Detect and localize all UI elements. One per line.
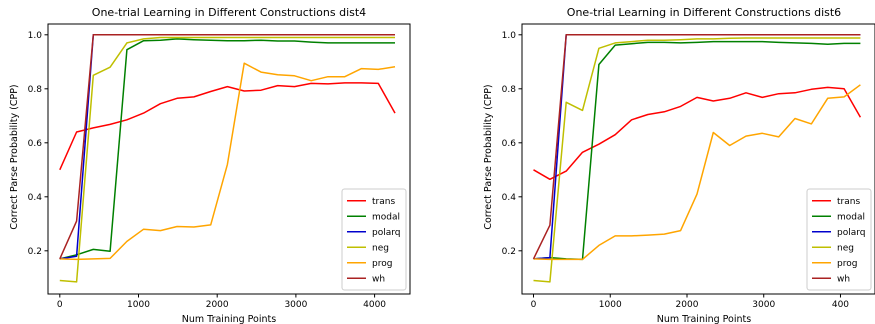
chart-title: One-trial Learning in Different Construc… [567, 6, 841, 19]
legend-box [341, 188, 407, 291]
x-tick-label: 2000 [206, 300, 229, 310]
x-tick-label: 4000 [363, 300, 386, 310]
legend-label-trans: trans [372, 197, 395, 207]
legend: trans modal polarq neg prog wh [806, 188, 872, 291]
plot-frame [47, 23, 411, 295]
legend-label-modal: modal [372, 212, 400, 222]
x-tick-label: 0 [57, 300, 63, 310]
x-tick-label: 400 [832, 300, 849, 310]
y-tick-label: 0.8 [28, 85, 43, 95]
x-tick-label: 3000 [284, 300, 307, 310]
chart-panel-dist4: One-trial Learning in Different Construc… [9, 6, 411, 324]
legend-label-neg: neg [372, 243, 389, 253]
legend-label-trans: trans [837, 197, 860, 207]
x-axis-label: Num Training Points [182, 314, 276, 324]
y-axis-label: Correct Parse Probability (CPP) [483, 84, 494, 229]
series-line-trans [59, 82, 396, 171]
series-line-trans [533, 86, 862, 181]
x-tick-label: 2000 [676, 300, 699, 310]
series-group [59, 34, 396, 283]
legend-label-polarq: polarq [837, 228, 866, 238]
y-tick-label: 0.4 [502, 193, 517, 203]
series-line-modal [59, 38, 395, 260]
y-tick-label: 0.4 [28, 193, 43, 203]
y-axis-label: Correct Parse Probability (CPP) [9, 84, 20, 229]
y-tick-label: 0.2 [502, 247, 516, 257]
chart-panel-dist6: One-trial Learning in Different Construc… [483, 6, 875, 324]
x-tick-label: 0 [531, 300, 537, 310]
x-axis-label: Num Training Points [657, 314, 751, 324]
chart-title: One-trial Learning in Different Construc… [92, 6, 366, 19]
y-tick-label: 0.6 [28, 139, 43, 149]
legend-label-prog: prog [372, 259, 392, 269]
legend-label-neg: neg [837, 243, 854, 253]
series-group [532, 34, 862, 283]
legend-label-wh: wh [372, 274, 385, 284]
legend-label-modal: modal [837, 212, 865, 222]
series-line-prog [533, 84, 861, 261]
legend-label-prog: prog [837, 259, 857, 269]
series-line-modal [533, 40, 861, 261]
plot-frame [521, 23, 875, 295]
y-tick-label: 0.8 [502, 85, 517, 95]
x-tick-label: 3000 [752, 300, 775, 310]
x-tick-label: 1000 [127, 300, 150, 310]
y-tick-label: 0.6 [502, 139, 517, 149]
legend: trans modal polarq neg prog wh [341, 188, 407, 291]
y-tick-label: 1.0 [28, 31, 43, 41]
series-line-wh [59, 34, 395, 260]
y-tick-label: 1.0 [502, 31, 517, 41]
legend-label-wh: wh [837, 274, 850, 284]
series-line-neg [533, 37, 861, 283]
legend-box [806, 188, 872, 291]
series-line-prog [59, 62, 396, 261]
series-line-wh [532, 34, 861, 260]
legend-label-polarq: polarq [372, 228, 401, 238]
y-tick-label: 0.2 [28, 247, 42, 257]
series-line-neg [59, 36, 395, 283]
x-tick-label: 1000 [599, 300, 622, 310]
